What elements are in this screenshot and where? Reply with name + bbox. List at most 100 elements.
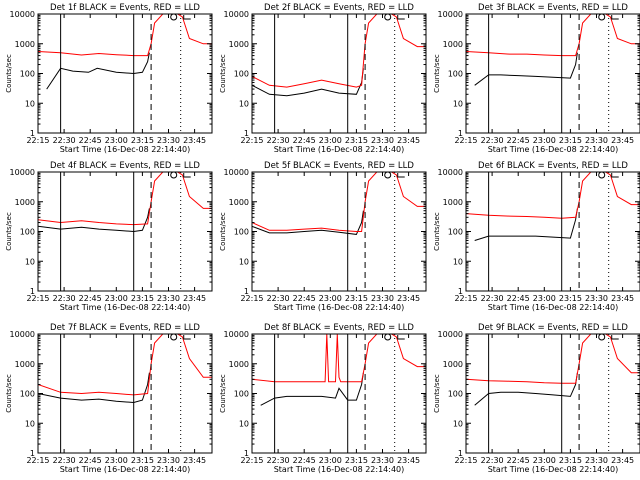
x-tick-label: 22:30 (53, 136, 76, 145)
x-tick-label: 23:30 (371, 136, 394, 145)
x-tick-label: 22:45 (293, 456, 316, 465)
y-tick-label: 1000 (15, 198, 35, 207)
x-tick-label: 23:30 (371, 294, 394, 303)
y-tick-label: 100 (448, 228, 463, 237)
series-events-line (260, 372, 364, 406)
x-tick-label: 23:30 (157, 456, 180, 465)
y-tick-label: 1000 (15, 360, 35, 369)
chart-title: Det 4f BLACK = Events, RED = LLD (50, 161, 200, 171)
x-tick-label: 23:30 (157, 136, 180, 145)
x-tick-label: 22:30 (481, 456, 504, 465)
peak-circle-marker (384, 13, 392, 21)
y-tick-label: 1000 (229, 360, 249, 369)
y-tick-label: 100 (234, 70, 249, 79)
x-tick-label: 22:15 (454, 294, 477, 303)
y-tick-label: 10 (239, 99, 249, 108)
x-axis-label: Start Time (16-Dec-08 22:14:40) (488, 303, 619, 312)
peak-circle-marker (384, 333, 392, 341)
bracket-marker (397, 15, 405, 20)
bracket-marker (397, 173, 405, 178)
y-tick-label: 1 (244, 449, 249, 458)
x-tick-label: 22:15 (26, 136, 49, 145)
x-axis-label: Start Time (16-Dec-08 22:14:40) (274, 465, 405, 474)
x-tick-label: 23:45 (397, 456, 420, 465)
chart-title: Det 3f BLACK = Events, RED = LLD (478, 3, 628, 13)
series-events-line (46, 52, 150, 90)
x-tick-label: 23:00 (533, 456, 556, 465)
x-tick-label: 23:30 (585, 136, 608, 145)
y-axis-label: Counts/sec (5, 212, 13, 251)
chart-title: Det 7f BLACK = Events, RED = LLD (50, 323, 200, 333)
x-tick-label: 22:15 (240, 294, 263, 303)
series-events-line (474, 208, 578, 241)
x-tick-label: 23:45 (397, 136, 420, 145)
x-axis-label: Start Time (16-Dec-08 22:14:40) (274, 303, 405, 312)
bracket-marker (611, 335, 619, 340)
y-tick-label: 1 (30, 449, 35, 458)
x-tick-label: 22:30 (481, 136, 504, 145)
series-lld-line (38, 172, 212, 226)
x-tick-label: 23:00 (319, 294, 342, 303)
y-tick-label: 10000 (224, 10, 249, 19)
chart-panel-6: 22:15 22:30 22:45 23:00 23:15 23:30 23:45 1 10 10… (433, 161, 640, 312)
y-axis-label: Counts/sec (5, 54, 13, 93)
chart-panel-8: 22:15 22:30 22:45 23:00 23:15 23:30 23:45 1 10 10… (219, 323, 427, 474)
y-tick-label: 10 (453, 99, 463, 108)
series-lld-line (252, 14, 426, 88)
x-tick-label: 22:15 (454, 456, 477, 465)
x-axis-label: Start Time (16-Dec-08 22:14:40) (60, 145, 191, 154)
y-tick-label: 1000 (15, 40, 35, 49)
x-tick-label: 22:45 (507, 294, 530, 303)
y-tick-label: 100 (20, 228, 35, 237)
y-tick-label: 10000 (10, 330, 35, 339)
series-events-line (474, 52, 578, 86)
chart-title: Det 6f BLACK = Events, RED = LLD (478, 161, 628, 171)
x-tick-label: 22:45 (293, 294, 316, 303)
x-tick-label: 23:45 (397, 294, 420, 303)
x-axis-label: Start Time (16-Dec-08 22:14:40) (488, 465, 619, 474)
x-tick-label: 23:15 (559, 136, 582, 145)
y-axis-label: Counts/sec (433, 54, 441, 93)
x-tick-label: 22:45 (507, 136, 530, 145)
x-tick-label: 23:15 (345, 456, 368, 465)
x-tick-label: 22:15 (240, 456, 263, 465)
peak-circle-marker (170, 13, 178, 21)
peak-circle-marker (598, 333, 606, 341)
x-tick-label: 22:30 (267, 456, 290, 465)
series-events-line (38, 208, 150, 233)
y-tick-label: 1 (458, 129, 463, 138)
y-tick-label: 100 (448, 390, 463, 399)
series-lld-line (466, 334, 640, 384)
peak-circle-marker (384, 171, 392, 179)
x-tick-label: 22:30 (481, 294, 504, 303)
y-tick-label: 10 (25, 419, 35, 428)
y-tick-label: 10 (453, 419, 463, 428)
x-tick-label: 23:00 (533, 294, 556, 303)
chart-title: Det 9f BLACK = Events, RED = LLD (478, 323, 628, 333)
x-tick-label: 23:15 (345, 136, 368, 145)
x-tick-label: 23:30 (157, 294, 180, 303)
y-tick-label: 10 (453, 257, 463, 266)
series-lld-line (38, 14, 212, 57)
y-tick-label: 10000 (224, 330, 249, 339)
x-tick-label: 23:00 (105, 294, 128, 303)
x-axis-label: Start Time (16-Dec-08 22:14:40) (60, 465, 191, 474)
x-tick-label: 22:45 (79, 136, 102, 145)
x-tick-label: 22:30 (53, 456, 76, 465)
x-tick-label: 23:30 (585, 456, 608, 465)
y-tick-label: 10 (239, 257, 249, 266)
x-tick-label: 22:15 (240, 136, 263, 145)
series-lld-line (466, 14, 640, 57)
chart-panel-1: 22:15 22:30 22:45 23:00 23:15 23:30 23:45 1 10 10… (5, 3, 213, 154)
x-tick-label: 23:00 (319, 456, 342, 465)
x-tick-label: 23:15 (131, 136, 154, 145)
y-tick-label: 1000 (229, 40, 249, 49)
y-tick-label: 1000 (443, 198, 463, 207)
y-tick-label: 10 (25, 99, 35, 108)
x-tick-label: 23:45 (611, 136, 634, 145)
chart-title: Det 8f BLACK = Events, RED = LLD (264, 323, 414, 333)
x-tick-label: 23:15 (559, 456, 582, 465)
series-lld-line (252, 172, 426, 232)
